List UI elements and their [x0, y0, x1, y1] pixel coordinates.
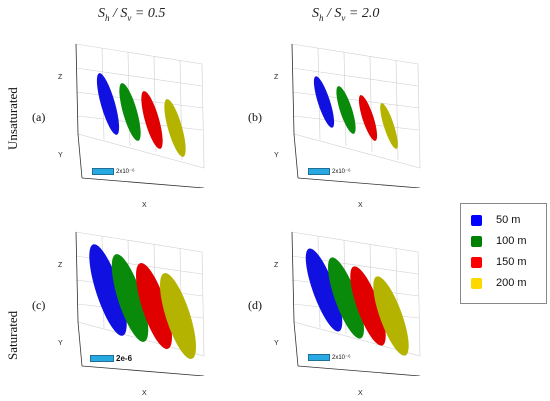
legend-item-200m: 200 m — [471, 277, 527, 289]
header-s-text: S — [98, 6, 105, 21]
axis-label-z: Z — [274, 262, 279, 269]
ellipsoid-150m — [136, 263, 172, 349]
ellipsoid-plot — [291, 43, 421, 188]
legend-swatch — [471, 277, 482, 289]
legend-swatch — [471, 214, 482, 226]
ellipsoid-50m — [313, 76, 335, 128]
ellipsoid-150m — [358, 95, 378, 141]
scale-bar: 2x10⁻⁶ — [92, 168, 135, 175]
panel-letter: (d) — [248, 298, 262, 312]
ellipsoid-150m — [141, 91, 163, 149]
axis-label-x: X — [142, 202, 147, 209]
row-label-saturated: Saturated — [5, 310, 20, 360]
panel-a: (a) Z Y X 2x10⁻⁶ — [32, 38, 282, 209]
header-sv-text: S — [120, 6, 128, 21]
header-value: = 0.5 — [134, 6, 166, 21]
header-v-sub: v — [127, 12, 132, 23]
header-value: = 2.0 — [348, 6, 380, 21]
scale-bar-swatch — [92, 168, 114, 175]
column-header-left: Sh / Sv = 0.5 — [98, 6, 166, 23]
ellipsoid-50m — [305, 248, 343, 332]
scale-bar-swatch — [90, 355, 114, 362]
header-h-sub: h — [105, 12, 110, 23]
scale-bar: 2x10⁻⁶ — [308, 354, 351, 361]
scale-bar-label: 2x10⁻⁶ — [116, 169, 135, 175]
row-label-unsaturated: Unsaturated — [5, 87, 20, 150]
panel-letter: (b) — [248, 110, 262, 124]
axis-label-z: Z — [274, 74, 279, 81]
grid-box — [291, 43, 421, 169]
axes-lines — [75, 231, 205, 376]
scale-bar: 2x10⁻⁶ — [308, 168, 351, 175]
ellipsoid-200m — [160, 273, 196, 359]
axis-label-x: X — [358, 202, 363, 209]
legend-item-150m: 150 m — [471, 256, 527, 268]
header-s-text: S — [312, 6, 319, 21]
axis-label-y: Y — [274, 340, 279, 347]
scale-bar: 2e-6 — [90, 354, 132, 363]
header-sv-text: S — [334, 6, 342, 21]
ellipsoid-100m — [336, 86, 356, 134]
axis-label-x: X — [358, 390, 363, 397]
legend-label: 200 m — [496, 277, 527, 289]
axis-label-z: Z — [58, 262, 63, 269]
axis-label-z: Z — [58, 74, 63, 81]
header-h-sub: h — [319, 12, 324, 23]
ellipsoid-plot — [75, 231, 205, 376]
axis-label-y: Y — [58, 152, 63, 159]
ellipsoid-100m — [111, 254, 149, 342]
scale-bar-swatch — [308, 354, 330, 361]
legend-swatch — [471, 235, 482, 247]
ellipsoid-100m — [328, 257, 364, 339]
axis-label-x: X — [142, 390, 147, 397]
ellipsoid-150m — [350, 266, 386, 346]
legend-label: 100 m — [496, 235, 527, 247]
ellipsoid-100m — [119, 83, 141, 141]
ellipsoid-plot — [75, 43, 205, 188]
header-v-sub: v — [341, 12, 346, 23]
scale-bar-swatch — [308, 168, 330, 175]
axis-label-y: Y — [58, 340, 63, 347]
legend-label: 150 m — [496, 256, 527, 268]
axes-lines — [291, 43, 421, 188]
panel-letter: (a) — [32, 110, 46, 124]
panel-b: (b) Z Y X 2x10⁻⁶ — [248, 38, 498, 209]
ellipsoid-plot — [291, 231, 421, 376]
scale-bar-label: 2x10⁻⁶ — [332, 169, 351, 175]
axes-lines — [75, 43, 205, 188]
scale-bar-label: 2e-6 — [116, 354, 133, 363]
ellipsoid-200m — [380, 103, 398, 149]
ellipsoid-50m — [89, 244, 127, 336]
legend-item-100m: 100 m — [471, 235, 527, 247]
legend-label: 50 m — [496, 214, 521, 226]
panel-d: (d) Z Y X 2x10⁻⁶ — [248, 226, 498, 397]
panel-letter: (c) — [32, 298, 46, 312]
axis-label-y: Y — [274, 152, 279, 159]
ellipsoid-200m — [373, 276, 409, 356]
scale-bar-label: 2x10⁻⁶ — [332, 355, 351, 361]
column-header-right: Sh / Sv = 2.0 — [312, 6, 380, 23]
legend-item-50m: 50 m — [471, 214, 520, 226]
ellipsoid-200m — [164, 99, 186, 157]
legend: 50 m 100 m 150 m 200 m — [460, 203, 547, 304]
ellipsoid-50m — [96, 73, 120, 135]
panel-c: (c) Z Y X 2e-6 — [32, 226, 282, 397]
axes-lines — [291, 231, 421, 376]
legend-swatch — [471, 256, 482, 268]
